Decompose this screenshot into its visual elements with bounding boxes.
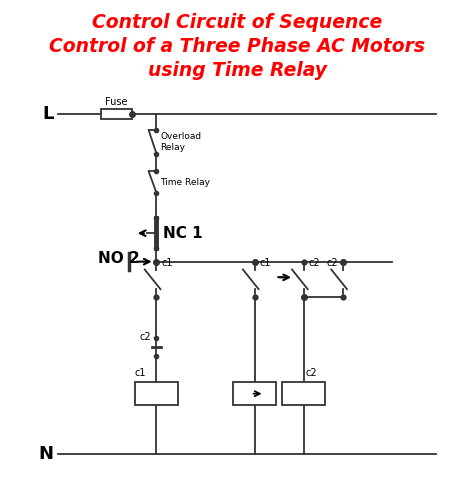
- Text: Control of a Three Phase AC Motors: Control of a Three Phase AC Motors: [49, 37, 425, 56]
- Bar: [135, 382, 178, 405]
- Bar: [233, 382, 276, 405]
- Text: c2: c2: [309, 258, 320, 268]
- Text: c2: c2: [140, 332, 152, 342]
- Text: c1: c1: [162, 258, 173, 268]
- Text: using Time Relay: using Time Relay: [147, 61, 327, 80]
- Text: Fuse: Fuse: [105, 97, 128, 106]
- Bar: [282, 382, 325, 405]
- Text: Time Relay: Time Relay: [160, 177, 210, 187]
- Text: c1: c1: [135, 368, 146, 379]
- Text: L: L: [42, 105, 54, 123]
- Text: N: N: [38, 445, 54, 463]
- Text: Overload
Relay: Overload Relay: [160, 132, 201, 152]
- Text: NO 2: NO 2: [98, 251, 139, 266]
- Bar: [100, 109, 132, 119]
- Text: c1: c1: [260, 258, 271, 268]
- Text: NC 1: NC 1: [164, 226, 203, 241]
- Text: c2: c2: [306, 368, 318, 379]
- Text: c2: c2: [327, 258, 338, 268]
- Text: Control Circuit of Sequence: Control Circuit of Sequence: [92, 13, 382, 32]
